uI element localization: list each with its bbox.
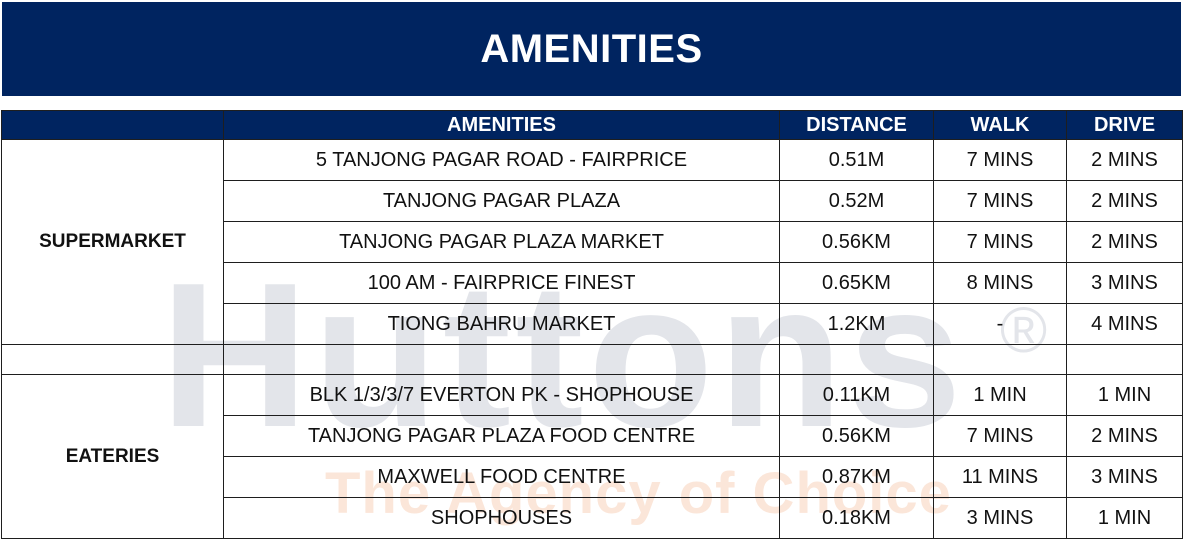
- drive-time: 1 MIN: [1066, 374, 1183, 416]
- drive-time: 2 MINS: [1066, 221, 1183, 263]
- distance-value: 0.56KM: [779, 221, 934, 263]
- amenities-table: AMENITIES DISTANCE WALK DRIVE SUPERMARKE…: [1, 110, 1183, 539]
- drive-time: 3 MINS: [1066, 456, 1183, 498]
- amenity-name: TANJONG PAGAR PLAZA FOOD CENTRE: [223, 415, 780, 457]
- walk-time: 3 MINS: [933, 497, 1067, 539]
- table-row: TANJONG PAGAR PLAZA 0.52M 7 MINS 2 MINS: [2, 180, 1183, 222]
- table-row: EATERIES BLK 1/3/3/7 EVERTON PK - SHOPHO…: [1, 374, 1183, 539]
- header-distance: DISTANCE: [779, 110, 934, 140]
- table-header-row: AMENITIES DISTANCE WALK DRIVE: [1, 110, 1183, 140]
- amenity-name: TANJONG PAGAR PLAZA MARKET: [223, 221, 780, 263]
- title-banner: AMENITIES: [2, 2, 1181, 96]
- walk-time: 7 MINS: [933, 415, 1067, 457]
- walk-time: 8 MINS: [933, 262, 1067, 304]
- table-row: TANJONG PAGAR PLAZA MARKET 0.56KM 7 MINS…: [2, 221, 1183, 263]
- walk-time: -: [933, 303, 1067, 345]
- header-amenities: AMENITIES: [223, 110, 780, 140]
- distance-value: 0.52M: [779, 180, 934, 222]
- drive-time: 4 MINS: [1066, 303, 1183, 345]
- table-row: TIONG BAHRU MARKET 1.2KM - 4 MINS: [2, 303, 1183, 345]
- drive-time: 2 MINS: [1066, 139, 1183, 181]
- distance-value: 0.65KM: [779, 262, 934, 304]
- walk-time: 7 MINS: [933, 221, 1067, 263]
- table-row: 100 AM - FAIRPRICE FINEST 0.65KM 8 MINS …: [2, 262, 1183, 304]
- distance-value: 0.11KM: [779, 374, 934, 416]
- walk-time: 11 MINS: [933, 456, 1067, 498]
- amenity-name: 100 AM - FAIRPRICE FINEST: [223, 262, 780, 304]
- distance-value: 1.2KM: [779, 303, 934, 345]
- amenity-name: MAXWELL FOOD CENTRE: [223, 456, 780, 498]
- spacer-cell: [1, 344, 224, 375]
- category-supermarket: SUPERMARKET: [1, 139, 224, 345]
- amenity-name: 5 TANJONG PAGAR ROAD - FAIRPRICE: [223, 139, 780, 181]
- table-row: SHOPHOUSES 0.18KM 3 MINS 1 MIN: [2, 497, 1183, 539]
- amenity-name: BLK 1/3/3/7 EVERTON PK - SHOPHOUSE: [223, 374, 780, 416]
- page-title: AMENITIES: [480, 26, 703, 71]
- drive-time: 3 MINS: [1066, 262, 1183, 304]
- amenity-name: TANJONG PAGAR PLAZA: [223, 180, 780, 222]
- amenity-name: SHOPHOUSES: [223, 497, 780, 539]
- table-row: TANJONG PAGAR PLAZA FOOD CENTRE 0.56KM 7…: [2, 415, 1183, 457]
- amenity-name: TIONG BAHRU MARKET: [223, 303, 780, 345]
- drive-time: 1 MIN: [1066, 497, 1183, 539]
- distance-value: 0.87KM: [779, 456, 934, 498]
- spacer-cell: [779, 344, 934, 375]
- drive-time: 2 MINS: [1066, 180, 1183, 222]
- spacer-cell: [1066, 344, 1183, 375]
- spacer-row: [1, 344, 1183, 375]
- spacer-cell: [933, 344, 1067, 375]
- walk-time: 7 MINS: [933, 180, 1067, 222]
- drive-time: 2 MINS: [1066, 415, 1183, 457]
- header-drive: DRIVE: [1066, 110, 1183, 140]
- distance-value: 0.18KM: [779, 497, 934, 539]
- distance-value: 0.56KM: [779, 415, 934, 457]
- header-category: [1, 110, 224, 140]
- walk-time: 7 MINS: [933, 139, 1067, 181]
- table-row: MAXWELL FOOD CENTRE 0.87KM 11 MINS 3 MIN…: [2, 456, 1183, 498]
- walk-time: 1 MIN: [933, 374, 1067, 416]
- distance-value: 0.51M: [779, 139, 934, 181]
- table-row: SUPERMARKET 5 TANJONG PAGAR ROAD - FAIRP…: [1, 139, 1183, 345]
- spacer-cell: [223, 344, 780, 375]
- header-walk: WALK: [933, 110, 1067, 140]
- category-eateries: EATERIES: [1, 374, 224, 539]
